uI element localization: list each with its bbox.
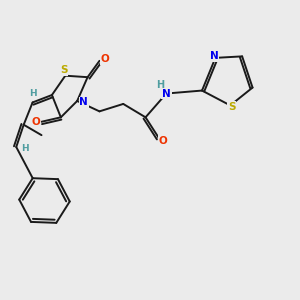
Text: S: S — [60, 65, 68, 75]
Text: H: H — [156, 80, 164, 90]
Text: H: H — [21, 144, 29, 153]
Text: N: N — [162, 88, 171, 98]
Text: O: O — [32, 117, 40, 127]
Text: H: H — [29, 89, 36, 98]
Text: N: N — [79, 98, 88, 107]
Text: O: O — [100, 54, 109, 64]
Text: N: N — [209, 51, 218, 62]
Text: O: O — [159, 136, 168, 146]
Text: S: S — [228, 102, 236, 112]
